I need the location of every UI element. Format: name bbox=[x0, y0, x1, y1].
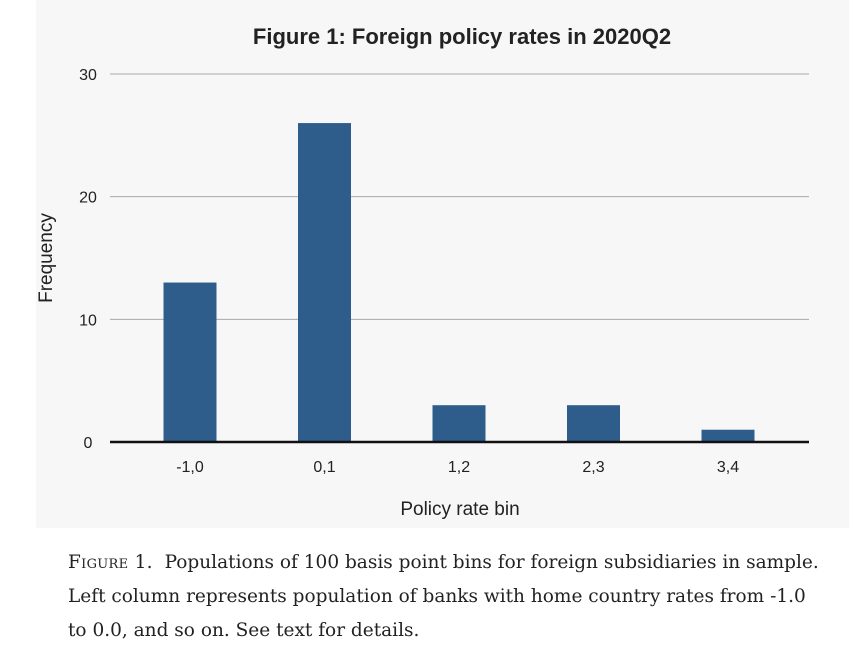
bar-3 bbox=[432, 405, 486, 442]
bars bbox=[163, 123, 755, 443]
x-tick-label: 2,3 bbox=[582, 459, 604, 476]
caption-lead: Figure 1. bbox=[68, 552, 153, 573]
bar-chart: Figure 1: Foreign policy rates in 2020Q2… bbox=[36, 24, 809, 520]
x-tick-label: 0,1 bbox=[313, 459, 335, 476]
y-tick-label: 20 bbox=[79, 190, 97, 207]
x-axis-label: Policy rate bin bbox=[400, 499, 519, 520]
caption-text: Populations of 100 basis point bins for … bbox=[68, 552, 819, 641]
y-tick-label: 10 bbox=[79, 312, 97, 329]
bar-4 bbox=[567, 405, 620, 442]
bar-2 bbox=[298, 123, 351, 443]
chart-title: Figure 1: Foreign policy rates in 2020Q2 bbox=[253, 24, 671, 49]
bar-1 bbox=[163, 282, 217, 442]
x-tick-label: 1,2 bbox=[448, 459, 470, 476]
y-tick-label: 30 bbox=[79, 67, 97, 84]
x-axis-ticks: -1,0 0,1 1,2 2,3 3,4 bbox=[176, 459, 739, 476]
y-tick-label: 0 bbox=[84, 435, 93, 452]
x-tick-label: 3,4 bbox=[717, 459, 739, 476]
y-axis-label: Frequency bbox=[36, 213, 57, 303]
bar-5 bbox=[701, 429, 755, 442]
gridlines bbox=[110, 73, 809, 320]
figure-caption: Figure 1. Populations of 100 basis point… bbox=[68, 546, 828, 648]
y-axis-ticks: 0 10 20 30 bbox=[79, 67, 97, 452]
x-tick-label: -1,0 bbox=[176, 459, 204, 476]
